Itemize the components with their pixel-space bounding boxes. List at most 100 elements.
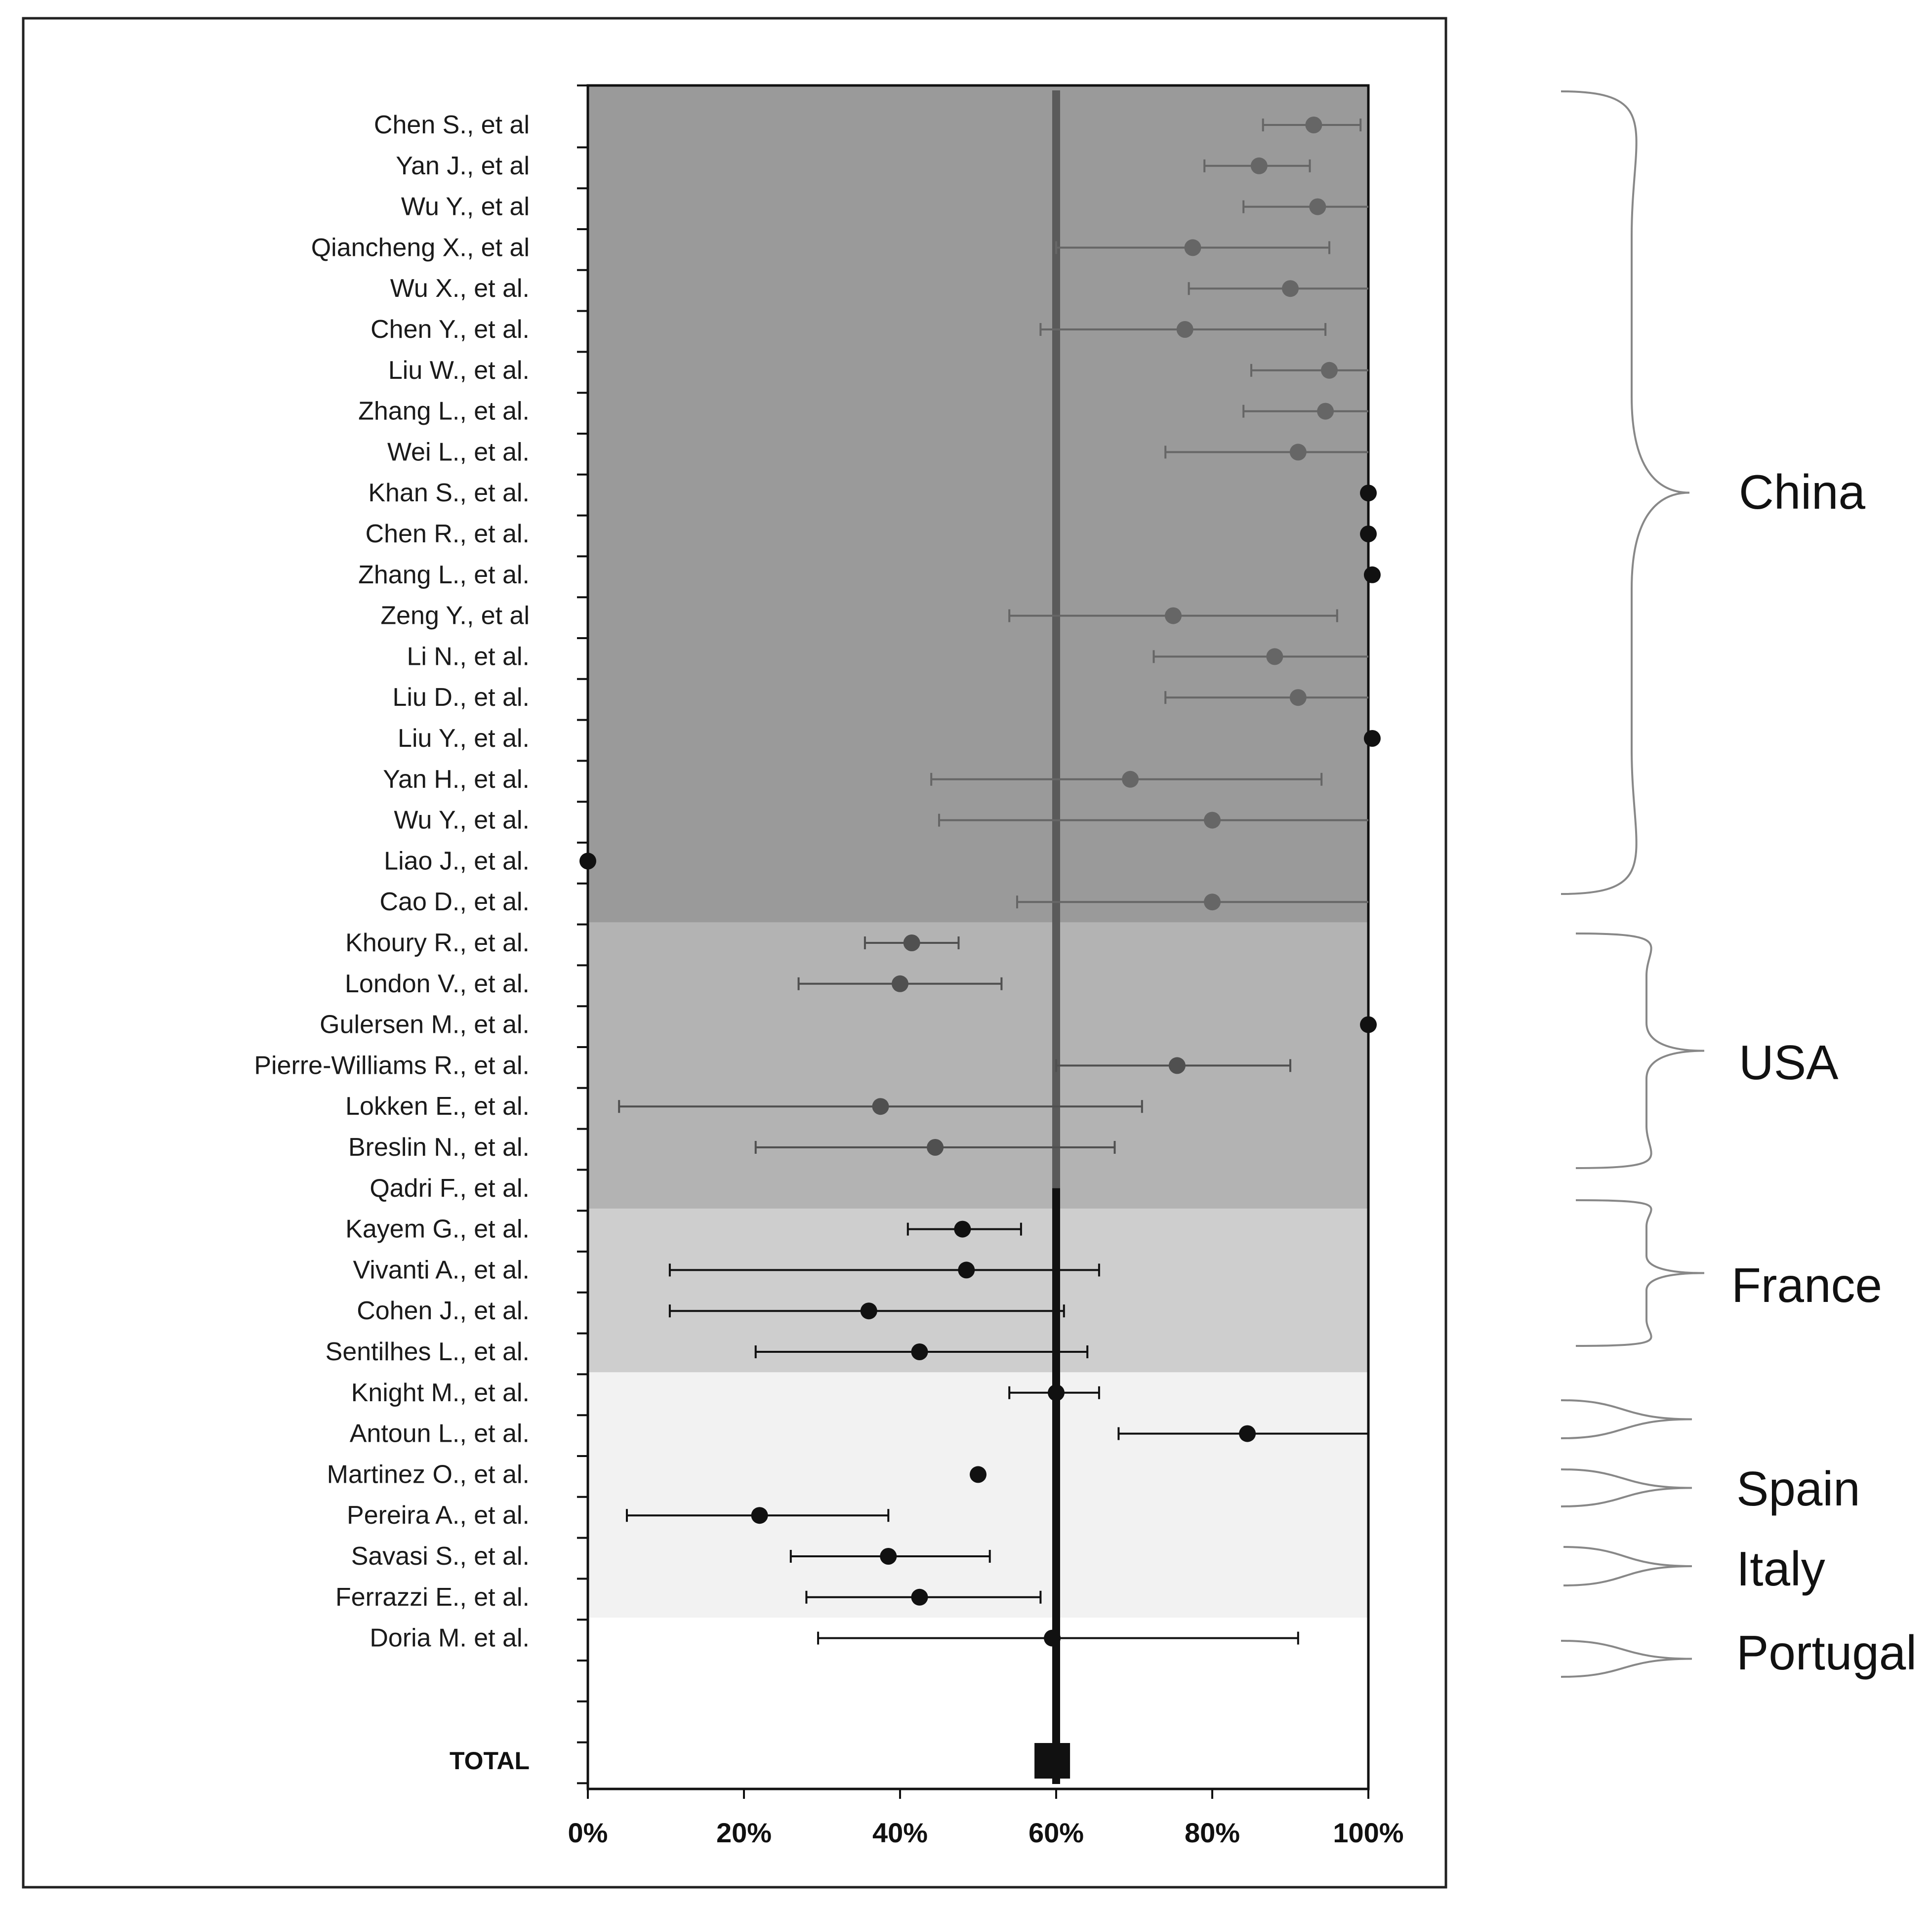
study-label: Sentilhes L., et al.	[326, 1338, 530, 1366]
point-estimate	[903, 934, 920, 951]
country-usa: USA	[1739, 1035, 1839, 1090]
country-labels: China USA France Spain Italy Portugal	[1731, 465, 1917, 1680]
point-estimate	[1282, 280, 1299, 297]
band-china	[588, 85, 1368, 923]
point-estimate	[1168, 1057, 1186, 1074]
study-label: Pierre-Williams R., et al.	[254, 1051, 530, 1080]
point-estimate	[954, 1220, 971, 1238]
point-estimate	[1204, 811, 1221, 829]
study-label: Doria M. et al.	[370, 1624, 530, 1653]
point-estimate	[1122, 771, 1139, 788]
study-label: Liu Y., et al.	[398, 724, 530, 753]
study-label: Antoun L., et al.	[350, 1419, 530, 1448]
point-estimate	[892, 975, 908, 992]
study-label: Qiancheng X., et al	[311, 233, 530, 262]
study-label: Pereira A., et al.	[347, 1501, 530, 1530]
band-spain	[588, 1372, 1368, 1618]
point-estimate	[1363, 730, 1381, 747]
study-label: Wu Y., et al	[401, 193, 530, 221]
ci-bar	[938, 813, 1368, 827]
point-estimate	[1239, 1425, 1256, 1442]
study-label: Wei L., et al.	[387, 438, 530, 466]
point-estimate	[860, 1302, 877, 1320]
point-estimate	[1360, 526, 1377, 542]
study-label: Khan S., et al.	[368, 479, 530, 507]
study-label: Vivanti A., et al.	[353, 1256, 530, 1284]
ci-bar	[1250, 364, 1368, 377]
study-label: Ferrazzi E., et al.	[335, 1583, 530, 1612]
study-label: Chen R., et al.	[366, 520, 530, 548]
country-china: China	[1739, 465, 1866, 519]
point-estimate	[1266, 648, 1283, 665]
ci-bar	[1016, 895, 1368, 909]
ci-bar	[1188, 282, 1368, 295]
point-estimate	[1321, 362, 1338, 379]
study-label: Zeng Y., et al	[380, 602, 530, 630]
study-label: Kayem G., et al.	[345, 1215, 530, 1244]
x-tick-label: 80%	[1185, 1817, 1240, 1848]
point-estimate	[970, 1466, 987, 1483]
country-spain: Spain	[1736, 1461, 1860, 1516]
study-label: Chen Y., et al.	[370, 315, 530, 344]
point-estimate	[1317, 403, 1334, 420]
point-estimate	[1184, 239, 1201, 256]
study-label: Lokken E., et al.	[345, 1092, 530, 1121]
study-label: London V., et al.	[345, 970, 530, 998]
brace-france	[1575, 1199, 1705, 1347]
plot-area	[586, 84, 1370, 1790]
ci-bar	[1242, 405, 1368, 418]
point-estimate	[1250, 157, 1268, 174]
study-label: Wu X., et al.	[390, 274, 530, 303]
point-estimate	[751, 1507, 768, 1524]
point-estimate	[880, 1548, 897, 1565]
brace-small-2	[1561, 1468, 1692, 1507]
ci-bar	[1164, 691, 1368, 704]
study-label: Khoury R., et al.	[345, 929, 530, 957]
total-label: TOTAL	[450, 1747, 530, 1775]
study-label: Chen S., et al	[374, 111, 530, 139]
point-estimate	[927, 1139, 944, 1156]
point-estimate	[1363, 566, 1381, 583]
point-estimate	[958, 1261, 975, 1279]
study-label: Yan J., et al	[396, 152, 530, 180]
study-label: Yan H., et al.	[383, 765, 530, 794]
point-estimate	[1309, 198, 1326, 215]
point-estimate	[1305, 117, 1322, 133]
point-estimate	[1176, 321, 1193, 338]
x-tick-label: 20%	[716, 1817, 772, 1848]
country-portugal: Portugal	[1736, 1625, 1917, 1680]
point-estimate	[1289, 444, 1307, 461]
study-label: Qadri F., et al.	[370, 1174, 530, 1203]
study-label: Zhang L., et al.	[358, 561, 530, 589]
study-label: Gulersen M., et al.	[320, 1011, 530, 1039]
study-label: Savasi S., et al.	[351, 1542, 530, 1571]
study-label: Liu D., et al.	[393, 683, 530, 712]
study-label: Breslin N., et al.	[348, 1133, 530, 1162]
x-tick-label: 40%	[872, 1817, 928, 1848]
study-label: Cao D., et al.	[380, 888, 530, 916]
study-label: Martinez O., et al.	[327, 1460, 530, 1489]
ci-bar	[668, 1263, 1100, 1277]
study-label: Knight M., et al.	[351, 1379, 530, 1407]
country-italy: Italy	[1736, 1541, 1825, 1596]
group-bands	[588, 85, 1368, 1659]
study-label: Li N., et al.	[407, 642, 530, 671]
point-estimate	[911, 1588, 928, 1606]
study-label: Liu W., et al.	[388, 356, 530, 385]
point-estimate	[1204, 893, 1221, 911]
country-france: France	[1731, 1258, 1882, 1312]
study-label: Zhang L., et al.	[358, 397, 530, 426]
point-estimates	[579, 117, 1381, 1779]
point-estimate	[579, 852, 596, 870]
point-estimate	[1360, 485, 1377, 502]
x-tick-label: 100%	[1333, 1817, 1403, 1848]
country-braces	[1561, 90, 1705, 1678]
study-label: Wu Y., et al.	[394, 806, 530, 835]
point-estimate	[872, 1098, 889, 1115]
axis-ticks: 0% 20% 40% 60% 80% 100%	[568, 84, 1404, 1848]
ci-bar	[1152, 650, 1368, 663]
point-estimate	[911, 1343, 928, 1360]
point-estimate	[1289, 689, 1307, 706]
